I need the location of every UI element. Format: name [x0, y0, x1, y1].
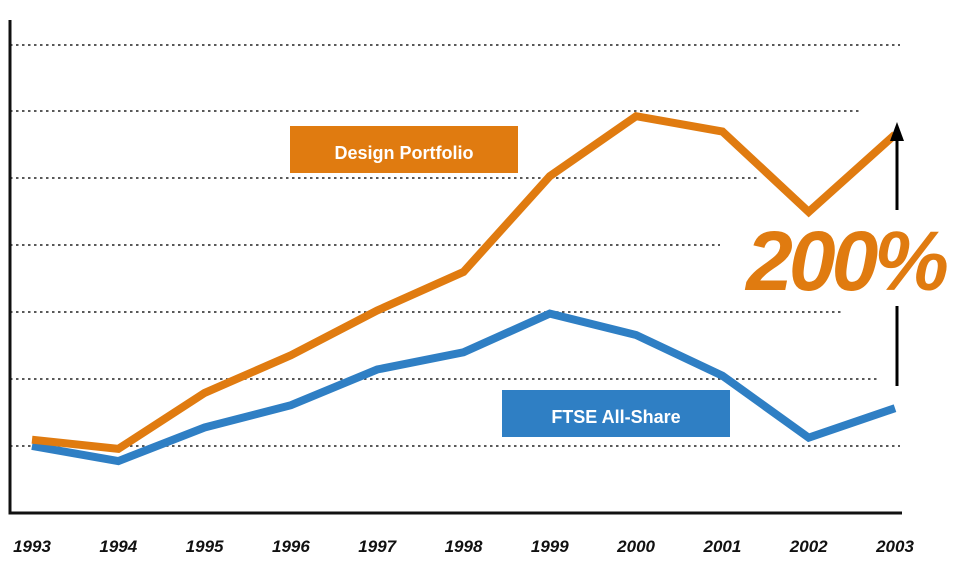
x-tick-label-1998: 1998 — [445, 537, 483, 556]
series-line-ftse-all-share — [31, 309, 897, 466]
series-lines — [31, 111, 898, 466]
x-tick-label-2003: 2003 — [875, 537, 914, 556]
series-line-design-portfolio — [31, 111, 898, 454]
annotation-200-percent: 200% — [744, 214, 947, 308]
x-tick-label-2000: 2000 — [616, 537, 655, 556]
legend-entry-design-portfolio: Design Portfolio — [290, 126, 518, 173]
x-tick-labels: 1993 1994 1995 1996 1997 1998 1999 2000 2001 2002… — [13, 537, 914, 556]
axes — [8, 20, 902, 515]
legend-label-design-portfolio: Design Portfolio — [335, 143, 474, 163]
gridlines — [10, 44, 900, 447]
legend: Design Portfolio FTSE All-Share — [290, 126, 730, 437]
legend-swatch-ftse-all-share — [502, 390, 730, 437]
x-tick-label-2002: 2002 — [789, 537, 828, 556]
x-tick-label-2001: 2001 — [702, 537, 741, 556]
x-tick-label-1997: 1997 — [358, 537, 397, 556]
x-tick-label-1999: 1999 — [531, 537, 569, 556]
legend-swatch-design-portfolio — [290, 126, 518, 173]
x-tick-label-1995: 1995 — [186, 537, 224, 556]
legend-label-ftse-all-share: FTSE All-Share — [551, 407, 680, 427]
x-tick-label-1994: 1994 — [99, 537, 137, 556]
gain-annotation: 200% — [744, 122, 951, 386]
x-tick-label-1993: 1993 — [13, 537, 51, 556]
legend-entry-ftse-all-share: FTSE All-Share — [502, 390, 730, 437]
x-tick-label-1996: 1996 — [272, 537, 310, 556]
annotation-arrow-head — [890, 122, 904, 141]
